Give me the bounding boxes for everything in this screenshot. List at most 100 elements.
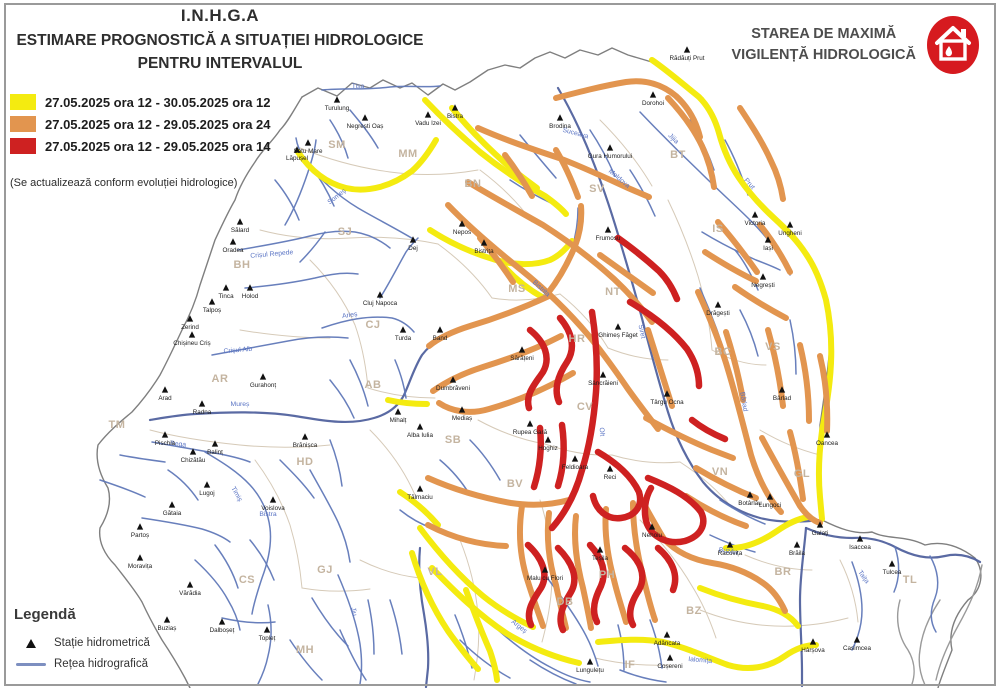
station-triangle-icon bbox=[759, 273, 767, 280]
station-label: Arad bbox=[158, 395, 172, 402]
station-label: Oradea bbox=[222, 247, 244, 254]
station-label: Turulung bbox=[325, 105, 350, 112]
station-triangle-icon bbox=[586, 658, 594, 665]
river-network-path bbox=[804, 526, 982, 564]
river-network-path bbox=[211, 336, 349, 356]
station-marker: Buziaș bbox=[158, 616, 177, 632]
station-triangle-icon bbox=[604, 226, 612, 233]
county-boundaries-path bbox=[744, 554, 813, 571]
river-network-path bbox=[321, 316, 415, 333]
station-triangle-icon bbox=[599, 371, 607, 378]
river-network-path bbox=[214, 544, 239, 589]
station-label: Frumosu bbox=[596, 235, 621, 242]
county-code-AR: AR bbox=[212, 373, 229, 385]
page-title: ESTIMARE PROGNOSTICĂ A SITUAȚIEI HIDROLO… bbox=[16, 32, 424, 49]
river-network-path bbox=[311, 597, 349, 647]
river-label: Bârlad bbox=[738, 391, 748, 412]
station-label: Radna bbox=[193, 409, 212, 416]
county-code-GL: GL bbox=[794, 468, 810, 480]
station-label: Gătaia bbox=[163, 510, 182, 517]
warning-rivers-red-path bbox=[548, 308, 601, 532]
station-label: Nepos bbox=[453, 229, 471, 236]
station-marker: Sălard bbox=[231, 218, 250, 234]
warning-rivers-red-path bbox=[524, 326, 550, 412]
river-network-path bbox=[284, 139, 317, 226]
station-triangle-icon bbox=[163, 616, 171, 623]
station-triangle-icon bbox=[746, 491, 754, 498]
county-code-HR: HR bbox=[569, 333, 586, 345]
update-note: (Se actualizează conform evoluției hidro… bbox=[10, 177, 238, 189]
county-boundaries bbox=[149, 119, 859, 681]
warning-rivers-orange-path bbox=[517, 503, 546, 629]
warning-rivers-yellow-path bbox=[417, 525, 536, 630]
river-network-path bbox=[529, 659, 577, 685]
river-network-path bbox=[389, 599, 403, 655]
station-triangle-icon bbox=[544, 436, 552, 443]
river-label: Arieș bbox=[342, 311, 359, 320]
warning-rivers-orange-path bbox=[553, 78, 703, 140]
station-marker: Malu cu Flori bbox=[527, 566, 563, 582]
river-line-icon bbox=[14, 662, 48, 666]
river-network-path bbox=[394, 359, 407, 399]
station-marker: Tălmaciu bbox=[407, 485, 433, 501]
county-code-MH: MH bbox=[296, 644, 314, 656]
county-code-BC: BC bbox=[715, 346, 732, 358]
river-network-path bbox=[798, 526, 808, 688]
warning-rivers-orange-path bbox=[737, 105, 786, 202]
river-network-path bbox=[459, 639, 511, 679]
station-marker: Brăila bbox=[789, 541, 806, 557]
station-label: Dorohoi bbox=[642, 100, 664, 107]
station-label: Negrești Oaș bbox=[347, 123, 384, 130]
station-marker: Brodina bbox=[549, 114, 571, 130]
county-boundaries-path bbox=[301, 587, 371, 592]
river-network-path bbox=[617, 624, 625, 671]
orange-warning-swatch bbox=[10, 116, 36, 132]
country-border-path bbox=[301, 47, 656, 98]
river-network-path bbox=[221, 617, 276, 624]
station-marker: Vadu Izei bbox=[415, 111, 441, 127]
station-label: Mediaș bbox=[452, 415, 472, 422]
station-marker: Drăgești bbox=[706, 301, 730, 317]
station-triangle-icon bbox=[263, 626, 271, 633]
warning-rivers-orange-path bbox=[602, 506, 629, 625]
county-boundaries-path bbox=[239, 329, 331, 339]
station-marker: Zerind bbox=[181, 315, 199, 331]
station-triangle-icon bbox=[606, 465, 614, 472]
county-boundaries-path bbox=[839, 559, 859, 623]
station-triangle-icon bbox=[376, 291, 384, 298]
station-triangle-icon bbox=[649, 91, 657, 98]
river-network-path bbox=[556, 86, 822, 523]
river-network-path bbox=[519, 134, 557, 179]
station-triangle-icon bbox=[606, 144, 614, 151]
station-label: Dumbrăveni bbox=[436, 385, 470, 392]
station-label: Racovița bbox=[718, 550, 743, 557]
station-triangle-icon bbox=[451, 104, 459, 111]
station-marker: Mihalț bbox=[390, 408, 407, 424]
country-border-path bbox=[935, 564, 983, 681]
river-network-path bbox=[237, 230, 391, 251]
warning-rivers-yellow-path bbox=[409, 550, 481, 672]
station-triangle-icon bbox=[518, 346, 526, 353]
station-label: Hoghiz bbox=[538, 445, 558, 452]
station-marker: Reci bbox=[604, 465, 616, 481]
station-marker: Vărădia bbox=[179, 581, 201, 597]
vigilance-text: STAREA DE MAXIMĂ VIGILENȚĂ HIDROLOGICĂ bbox=[732, 24, 916, 66]
county-code-IF: IF bbox=[625, 659, 636, 671]
station-label: Chișineu Criș bbox=[173, 340, 210, 347]
station-label: Partoș bbox=[131, 532, 149, 539]
interval-row-yellow: 27.05.2025 ora 12 - 30.05.2025 ora 12 bbox=[10, 94, 271, 110]
river-network-path bbox=[167, 469, 199, 501]
station-label: Buziaș bbox=[158, 625, 177, 632]
station-label: Coșereni bbox=[657, 663, 682, 670]
station-triangle-icon bbox=[198, 400, 206, 407]
warning-rivers-yellow-path bbox=[385, 397, 430, 407]
warning-rivers-red-path bbox=[614, 234, 681, 303]
county-code-BZ: BZ bbox=[686, 605, 702, 617]
warning-rivers-yellow bbox=[295, 57, 835, 683]
station-label: Oancea bbox=[816, 440, 839, 447]
station-label: Bistra bbox=[447, 113, 464, 120]
interval-label: 27.05.2025 ora 12 - 29.05.2025 ora 14 bbox=[45, 138, 271, 154]
house-water-drop-icon bbox=[927, 16, 979, 74]
station-label: Târgu Ocna bbox=[650, 399, 684, 406]
